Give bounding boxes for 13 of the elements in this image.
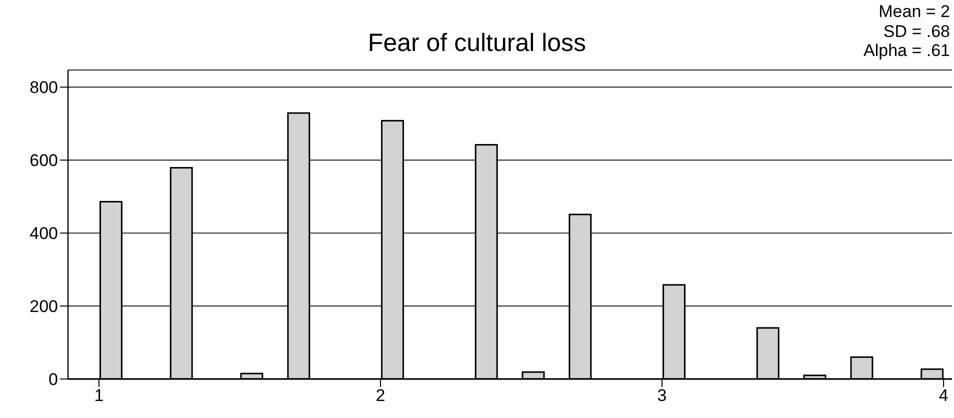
x-tick-label: 1 [94, 386, 104, 406]
text: Mean = 2 [878, 2, 950, 22]
y-tick-label: 200 [30, 297, 58, 316]
y-tick-label: 400 [30, 224, 58, 244]
x-tick-label: 3 [657, 386, 667, 406]
x-tick-label: 2 [376, 386, 386, 406]
y-tick-label: 0 [48, 370, 58, 390]
y-tick-label: 600 [30, 151, 58, 170]
y-tick-label: 800 [30, 78, 58, 98]
chart-title: Fear of cultural loss [368, 29, 586, 57]
text: Alpha = .61 [864, 41, 950, 60]
text: SD = .68 [882, 22, 950, 41]
x-tick-label: 4 [938, 386, 948, 406]
